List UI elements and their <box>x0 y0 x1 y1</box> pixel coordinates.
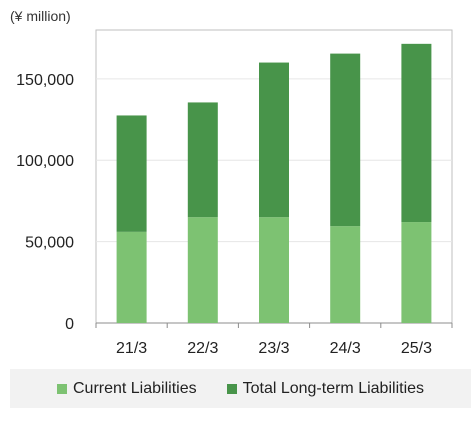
stacked-bar-chart: 0 50,000 100,000 150,000 21/3 22/3 23/3 24/3 25/… <box>16 29 453 357</box>
bar-current-liabilities <box>259 217 289 323</box>
bar-long-term-liabilities <box>330 53 361 227</box>
legend-swatch-long-term-liabilities <box>226 383 237 394</box>
y-tick-label: 0 <box>65 316 74 333</box>
x-tick-label: 23/3 <box>258 340 289 357</box>
bar-long-term-liabilities <box>401 43 432 223</box>
bar-current-liabilities <box>330 226 361 323</box>
chart-legend: Current Liabilities Total Long-term Liab… <box>10 369 471 408</box>
x-tick-label: 22/3 <box>187 340 218 357</box>
bar-current-liabilities <box>401 222 432 323</box>
bar-current-liabilities <box>187 217 218 323</box>
legend-item-current-liabilities: Current Liabilities <box>56 379 197 398</box>
y-tick-label: 150,000 <box>16 72 74 89</box>
bar-current-liabilities <box>116 231 147 323</box>
y-axis-unit-label: (¥ million) <box>10 8 71 24</box>
legend-swatch-current-liabilities <box>56 383 67 394</box>
legend-label-current-liabilities: Current Liabilities <box>72 379 197 397</box>
y-tick-label: 50,000 <box>25 235 74 252</box>
x-tick-label: 24/3 <box>330 340 361 357</box>
x-tick-label: 25/3 <box>401 340 432 357</box>
x-tick-label: 21/3 <box>116 340 147 357</box>
bar-long-term-liabilities <box>259 62 289 218</box>
legend-item-long-term-liabilities: Total Long-term Liabilities <box>226 379 425 398</box>
y-tick-label: 100,000 <box>16 153 74 170</box>
bar-long-term-liabilities <box>187 102 218 218</box>
bar-long-term-liabilities <box>116 115 147 232</box>
legend-label-long-term-liabilities: Total Long-term Liabilities <box>242 379 425 397</box>
